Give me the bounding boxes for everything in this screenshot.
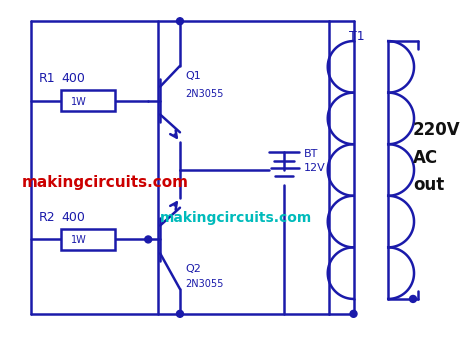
Bar bbox=[61, 228, 116, 250]
Text: Q2: Q2 bbox=[185, 264, 201, 274]
Circle shape bbox=[145, 236, 152, 243]
Circle shape bbox=[350, 310, 357, 317]
Circle shape bbox=[410, 295, 417, 302]
Text: out: out bbox=[413, 176, 444, 194]
Text: 2N3055: 2N3055 bbox=[185, 89, 223, 99]
Text: R2: R2 bbox=[39, 211, 56, 224]
Circle shape bbox=[176, 310, 183, 317]
Text: AC: AC bbox=[413, 149, 438, 167]
Text: T1: T1 bbox=[348, 30, 364, 43]
Text: 400: 400 bbox=[61, 211, 85, 224]
Text: 1W: 1W bbox=[71, 235, 87, 246]
Circle shape bbox=[176, 18, 183, 25]
Text: 1W: 1W bbox=[71, 97, 87, 107]
Text: 400: 400 bbox=[61, 72, 85, 85]
Bar bbox=[61, 90, 116, 112]
Text: 12V: 12V bbox=[304, 163, 326, 173]
Text: 220V: 220V bbox=[413, 121, 461, 139]
Text: BT: BT bbox=[304, 149, 319, 159]
Text: Q1: Q1 bbox=[185, 71, 201, 81]
Text: makingcircuits.com: makingcircuits.com bbox=[21, 175, 188, 190]
Text: makingcircuits.com: makingcircuits.com bbox=[160, 211, 312, 225]
Text: 2N3055: 2N3055 bbox=[185, 279, 223, 289]
Text: R1: R1 bbox=[39, 72, 56, 85]
